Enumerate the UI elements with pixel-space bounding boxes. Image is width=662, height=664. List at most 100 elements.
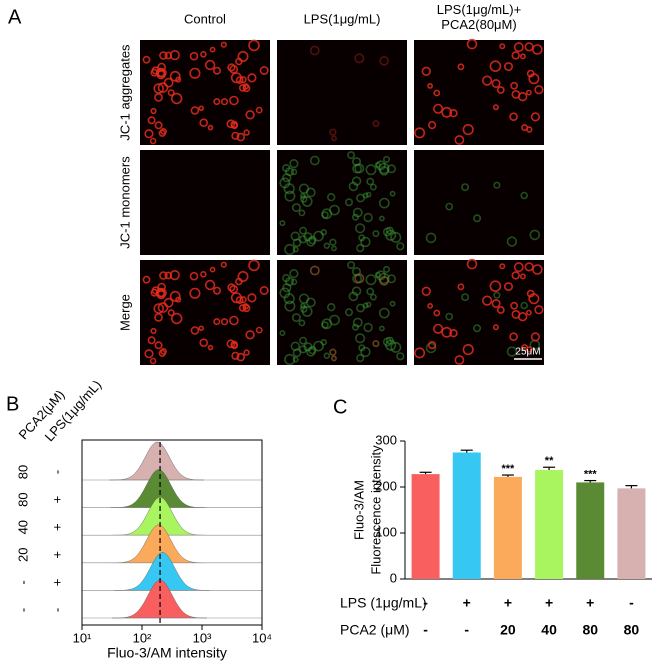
cell	[289, 269, 299, 279]
cell	[369, 293, 377, 301]
pca2-label: 80	[15, 465, 30, 479]
cell	[169, 290, 181, 302]
cell	[347, 151, 356, 160]
cell	[532, 44, 543, 55]
cell	[331, 245, 337, 252]
cell	[362, 302, 369, 309]
cell	[534, 305, 544, 315]
cell	[351, 323, 359, 331]
cell	[526, 346, 533, 353]
cell	[496, 86, 505, 94]
cell	[247, 293, 257, 303]
cell	[248, 259, 260, 272]
cell	[298, 293, 310, 304]
cell	[237, 270, 249, 282]
cell	[175, 76, 182, 83]
bar	[411, 474, 440, 579]
cell	[284, 167, 294, 177]
condition: 80	[582, 622, 598, 638]
cell	[389, 300, 396, 307]
cell	[220, 261, 227, 268]
cell	[386, 274, 396, 284]
condition: +	[545, 595, 553, 611]
cell	[365, 274, 377, 286]
y-tick-label: 0	[390, 570, 397, 585]
x-tick-label: 10²	[133, 630, 152, 645]
cell	[144, 349, 154, 359]
panel-label: C	[333, 396, 347, 418]
cell	[360, 236, 371, 248]
cell	[238, 304, 247, 312]
cell	[491, 79, 501, 89]
cell	[279, 330, 286, 337]
y-tick-label: 300	[375, 432, 397, 447]
cell	[155, 67, 166, 78]
cell	[354, 273, 365, 284]
cell	[382, 265, 390, 273]
cell	[499, 43, 506, 50]
cell	[363, 322, 373, 333]
cell	[499, 263, 506, 270]
cell	[530, 332, 541, 342]
cell	[355, 333, 366, 344]
condition: 40	[541, 622, 557, 638]
cell	[149, 357, 157, 365]
cell	[363, 212, 373, 223]
bar	[493, 476, 522, 579]
cell	[374, 161, 381, 168]
cell	[372, 120, 380, 128]
cell	[149, 137, 157, 145]
cell	[309, 265, 320, 276]
cell	[389, 190, 396, 197]
cell	[390, 231, 402, 243]
cell	[329, 348, 337, 356]
cell	[154, 93, 163, 102]
cell	[291, 313, 301, 323]
column-header: Control	[184, 11, 226, 26]
cell	[355, 223, 366, 234]
cell	[142, 55, 151, 64]
cell	[382, 155, 390, 163]
cell	[329, 348, 337, 356]
cell	[189, 67, 201, 79]
cell	[441, 106, 453, 118]
cell	[229, 95, 239, 106]
bar	[617, 488, 646, 579]
cell	[301, 196, 313, 207]
bar	[535, 469, 564, 579]
lps-label: -	[49, 470, 64, 474]
cell	[282, 274, 291, 283]
significance: ***	[501, 463, 515, 475]
cell	[329, 314, 340, 326]
cell	[153, 83, 164, 94]
cell	[160, 347, 167, 355]
cell	[144, 129, 154, 139]
cell	[164, 51, 173, 60]
cell	[356, 354, 365, 363]
cell	[305, 297, 316, 308]
cell	[313, 230, 324, 242]
cell	[509, 112, 518, 121]
cell	[306, 347, 316, 357]
lps-label: +	[49, 523, 64, 531]
cell	[320, 229, 327, 236]
cell	[169, 49, 180, 61]
cell	[142, 275, 151, 284]
cell	[189, 51, 199, 61]
cell	[449, 108, 458, 118]
cell	[379, 275, 389, 286]
cell	[511, 51, 520, 60]
cell	[352, 207, 363, 218]
cell	[284, 190, 296, 202]
panel-label: B	[6, 393, 19, 415]
cell	[175, 296, 182, 303]
cell	[414, 347, 426, 359]
cell	[385, 336, 394, 345]
cell	[351, 286, 362, 296]
cell	[331, 135, 337, 142]
cell	[154, 341, 163, 350]
cell	[517, 312, 528, 322]
cell	[299, 345, 308, 354]
cell	[390, 341, 402, 353]
cell	[360, 346, 371, 358]
